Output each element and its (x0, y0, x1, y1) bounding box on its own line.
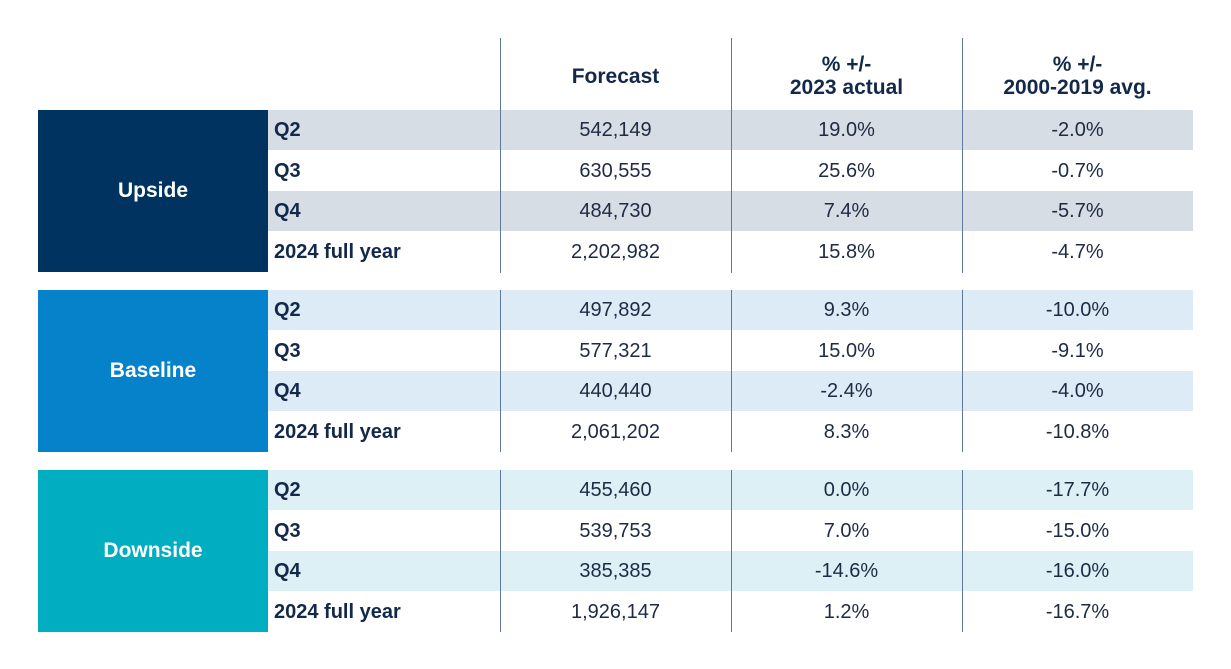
header-vs-2023-line1: % +/- (821, 53, 872, 76)
row-label: Q2 (274, 119, 301, 141)
column-divider (962, 38, 963, 273)
row-label: Q3 (274, 519, 301, 542)
forecast-cell: 630,555 (579, 159, 652, 182)
header-vs-avg: % +/- 2000-2019 avg. (962, 53, 1193, 99)
forecast-cell: 577,321 (579, 339, 652, 362)
forecast-cell: 440,440 (579, 380, 652, 402)
header-vs-2023-line2: 2023 actual (789, 76, 904, 99)
vs-2023-cell: 15.0% (818, 339, 875, 362)
vs-avg-cell: -9.1% (1051, 339, 1104, 362)
vs-2023-cell: 1.2% (823, 600, 870, 623)
vs-avg-cell: -15.0% (1045, 519, 1110, 542)
column-divider (500, 38, 501, 273)
column-divider (500, 290, 501, 452)
table-row: 2024 full year 2,061,202 8.3% -10.8% (268, 412, 1193, 452)
forecast-cell: 484,730 (579, 200, 652, 222)
table-row: Q3 577,321 15.0% -9.1% (268, 331, 1193, 371)
vs-avg-cell: -2.0% (1051, 119, 1104, 141)
header-vs-avg-line1: % +/- (1052, 53, 1103, 76)
forecast-cell: 1,926,147 (571, 600, 660, 623)
forecast-cell: 539,753 (579, 519, 652, 542)
table-row: Q3 539,753 7.0% -15.0% (268, 511, 1193, 551)
vs-2023-cell: 9.3% (823, 299, 870, 321)
vs-2023-cell: 0.0% (823, 479, 870, 501)
vs-2023-cell: 7.0% (823, 519, 870, 542)
row-label: 2024 full year (274, 240, 401, 263)
table-row: Q4 484,730 7.4% -5.7% (268, 191, 1193, 231)
row-label: 2024 full year (274, 420, 401, 443)
row-label: Q2 (274, 299, 301, 321)
header-vs-avg-line2: 2000-2019 avg. (1003, 76, 1152, 99)
vs-avg-cell: -10.8% (1045, 420, 1110, 443)
column-divider (731, 38, 732, 273)
forecast-cell: 2,061,202 (571, 420, 660, 443)
table-row: Q2 542,149 19.0% -2.0% (268, 110, 1193, 150)
vs-2023-cell: -2.4% (820, 380, 873, 402)
group-label-baseline: Baseline (38, 290, 268, 452)
row-label: 2024 full year (274, 600, 401, 623)
vs-avg-cell: -4.0% (1051, 380, 1104, 402)
forecast-cell: 455,460 (579, 479, 652, 501)
table-row: 2024 full year 2,202,982 15.8% -4.7% (268, 232, 1193, 272)
row-label: Q3 (274, 339, 301, 362)
forecast-cell: 385,385 (579, 560, 652, 582)
table-row: Q2 497,892 9.3% -10.0% (268, 290, 1193, 330)
vs-2023-cell: -14.6% (814, 560, 879, 582)
header-forecast: Forecast (500, 65, 731, 88)
row-label: Q3 (274, 159, 301, 182)
row-label: Q4 (274, 560, 301, 582)
group-label-upside: Upside (38, 110, 268, 272)
vs-avg-cell: -0.7% (1051, 159, 1104, 182)
column-divider (962, 470, 963, 632)
vs-avg-cell: -17.7% (1045, 479, 1110, 501)
header-vs-2023: % +/- 2023 actual (731, 53, 962, 99)
vs-2023-cell: 7.4% (823, 200, 870, 222)
vs-2023-cell: 15.8% (818, 240, 875, 263)
forecast-cell: 497,892 (579, 299, 652, 321)
column-divider (731, 290, 732, 452)
table-row: 2024 full year 1,926,147 1.2% -16.7% (268, 592, 1193, 632)
row-label: Q4 (274, 380, 301, 402)
column-divider (731, 470, 732, 632)
column-divider (962, 290, 963, 452)
group-label-downside: Downside (38, 470, 268, 632)
column-divider (500, 470, 501, 632)
forecast-cell: 2,202,982 (571, 240, 660, 263)
table-row: Q4 440,440 -2.4% -4.0% (268, 371, 1193, 411)
vs-avg-cell: -16.0% (1045, 560, 1110, 582)
table-row: Q4 385,385 -14.6% -16.0% (268, 551, 1193, 591)
vs-avg-cell: -5.7% (1051, 200, 1104, 222)
row-label: Q2 (274, 479, 301, 501)
header-forecast-label: Forecast (571, 65, 660, 88)
forecast-cell: 542,149 (579, 119, 652, 141)
vs-avg-cell: -16.7% (1045, 600, 1110, 623)
vs-avg-cell: -10.0% (1045, 299, 1110, 321)
vs-2023-cell: 8.3% (823, 420, 870, 443)
row-label: Q4 (274, 200, 301, 222)
vs-2023-cell: 19.0% (818, 119, 875, 141)
table-row: Q3 630,555 25.6% -0.7% (268, 151, 1193, 191)
table-row: Q2 455,460 0.0% -17.7% (268, 470, 1193, 510)
vs-2023-cell: 25.6% (818, 159, 875, 182)
vs-avg-cell: -4.7% (1051, 240, 1104, 263)
